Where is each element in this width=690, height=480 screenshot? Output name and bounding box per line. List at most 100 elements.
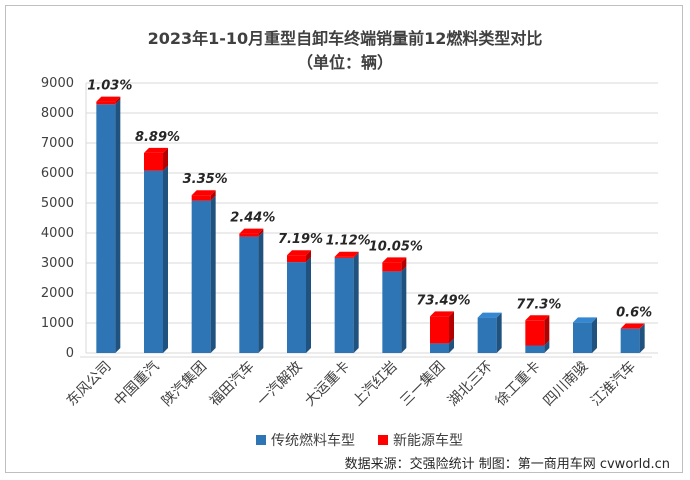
- bar-segment-new-energy: [287, 250, 311, 263]
- y-tick-label: 7000: [41, 136, 74, 151]
- bar-top: [477, 312, 502, 318]
- y-tick-label: 0: [66, 346, 74, 361]
- bar-segment-traditional: [620, 323, 645, 353]
- bar-front: [430, 343, 449, 353]
- bar-front: [96, 101, 116, 105]
- bar-front: [144, 152, 163, 171]
- legend-swatch: [378, 435, 388, 445]
- bars: [96, 96, 645, 353]
- bar-front: [334, 257, 354, 353]
- bar-top: [287, 250, 311, 256]
- data-label: 10.05%: [369, 239, 423, 254]
- bar-side: [115, 99, 121, 353]
- chart-title: 2023年1-10月重型自卸车终端销量前12燃料类型对比: [148, 29, 543, 48]
- bar-front: [382, 262, 402, 272]
- bar-front: [430, 316, 449, 344]
- y-tick-label: 5000: [41, 196, 74, 211]
- bar-segment-new-energy: [525, 315, 550, 346]
- y-axis: 0 1000 2000 3000 4000 5000 6000 7000 8000 9000: [41, 76, 74, 361]
- x-tick-label: 湖北三环: [445, 359, 496, 410]
- y-tick-label: 8000: [41, 106, 74, 121]
- bar-side: [210, 195, 216, 353]
- bar-segment-new-energy: [144, 147, 168, 171]
- bar-top: [525, 315, 550, 321]
- bar-front: [96, 104, 116, 353]
- x-tick-label: 徐工重卡: [493, 359, 544, 410]
- bar-segment-traditional: [382, 266, 407, 353]
- bar-side: [544, 340, 550, 353]
- bar-side: [496, 312, 502, 353]
- data-label: 7.19%: [278, 232, 323, 247]
- bar-top: [191, 190, 216, 196]
- bar-segment-traditional: [191, 195, 216, 353]
- legend-label: 新能源车型: [393, 432, 463, 449]
- x-tick-label: 三一集团: [397, 358, 449, 410]
- bar-front: [144, 170, 163, 353]
- data-label: 73.49%: [416, 293, 470, 308]
- x-tick-label: 上汽红岩: [350, 359, 401, 410]
- chart-frame: 2023年1-10月重型自卸车终端销量前12燃料类型对比 （单位：辆） 0 100…: [5, 5, 683, 473]
- bar-segment-new-energy: [620, 323, 645, 329]
- data-label: 1.12%: [326, 234, 371, 249]
- chart-canvas: 2023年1-10月重型自卸车终端销量前12燃料类型对比 （单位：辆） 0 100…: [41, 29, 670, 472]
- bar-side: [353, 251, 359, 258]
- bar-side: [306, 257, 311, 353]
- bar-side: [210, 190, 216, 201]
- bar-segment-traditional: [573, 317, 597, 353]
- legend: 传统燃料车型 新能源车型: [256, 432, 463, 449]
- bar-top: [96, 96, 121, 102]
- bar-side: [449, 338, 454, 353]
- x-tick-label: 中国重汽: [111, 359, 162, 410]
- bar-segment-traditional: [525, 340, 550, 353]
- bar-front: [239, 233, 259, 237]
- bar-front: [573, 322, 592, 353]
- bar-top: [430, 311, 454, 317]
- x-tick-label: 东风公司: [64, 359, 115, 410]
- bar-front: [382, 271, 402, 353]
- bar-front: [287, 262, 306, 353]
- chart-subtitle: （单位：辆）: [297, 53, 393, 72]
- bar-side: [163, 147, 168, 171]
- data-label: 3.35%: [183, 172, 228, 187]
- x-tick-label: 大运重卡: [302, 359, 353, 410]
- bar-side: [639, 323, 645, 329]
- bar-side: [449, 311, 454, 344]
- bar-segment-traditional: [239, 231, 264, 353]
- bar-segment-new-energy: [430, 311, 454, 344]
- bar-segment-traditional: [96, 99, 121, 353]
- bar-top: [239, 228, 264, 234]
- data-label: 1.03%: [87, 79, 132, 94]
- bar-front: [477, 317, 497, 353]
- legend-label: 传统燃料车型: [271, 432, 355, 449]
- y-tick-label: 6000: [41, 166, 74, 181]
- bar-segment-traditional: [477, 312, 502, 353]
- y-tick-label: 4000: [41, 226, 74, 241]
- y-tick-label: 3000: [41, 256, 74, 271]
- bar-front: [191, 195, 211, 201]
- bar-side: [592, 317, 597, 353]
- x-tick-label: 四川南骏: [540, 359, 591, 410]
- legend-swatch: [256, 435, 266, 445]
- x-tick-label: 江淮汽车: [587, 358, 639, 410]
- source-note: 数据来源：交强险统计 制图：第一商用车网 cvworld.cn: [345, 456, 670, 472]
- x-axis: 东风公司中国重汽陕汽集团福田汽车一汽解放大运重卡上汽红岩三一集团湖北三环徐工重卡…: [64, 358, 639, 410]
- x-tick-label: 陕汽集团: [158, 358, 210, 410]
- bar-side: [401, 266, 407, 353]
- bar-side: [258, 228, 264, 237]
- bar-side: [115, 96, 121, 105]
- data-label: 2.44%: [230, 211, 275, 226]
- bar-segment-traditional: [144, 165, 168, 353]
- bar-front: [287, 255, 306, 263]
- x-tick-label: 一汽解放: [254, 359, 305, 410]
- data-labels: 1.03% 8.89% 3.35% 2.44%7.19% 1.12%10.05% 73.4…: [87, 79, 652, 321]
- data-label: 0.6%: [616, 306, 652, 321]
- bar-segment-traditional: [334, 252, 359, 353]
- y-tick-label: 1000: [41, 316, 74, 331]
- bar-side: [639, 323, 645, 353]
- bar-side: [258, 231, 264, 353]
- bar-front: [334, 256, 354, 258]
- bar-top: [144, 147, 168, 153]
- bar-top: [620, 323, 645, 329]
- x-tick-label: 福田汽车: [206, 358, 258, 410]
- data-label: 8.89%: [135, 130, 180, 145]
